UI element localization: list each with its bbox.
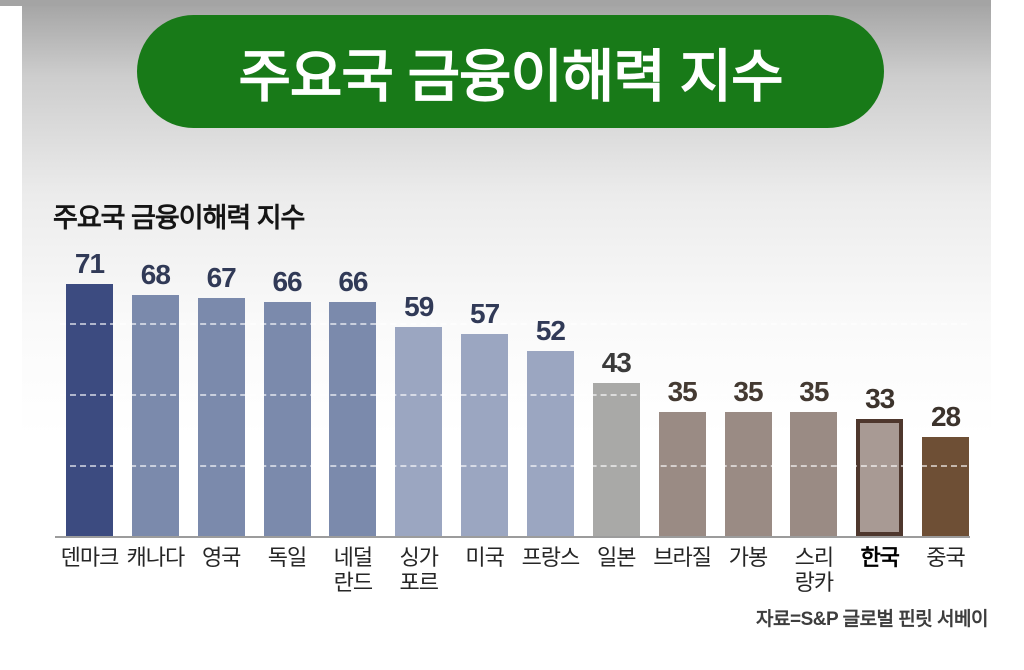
bar-value-label: 33 [865, 383, 895, 414]
bar-category-label: 캐나다 [126, 545, 185, 570]
bar-category-label: 스리 랑카 [794, 545, 834, 596]
bar-value-label: 68 [140, 259, 171, 290]
bar-value-label: 35 [733, 376, 763, 407]
bar [66, 284, 113, 536]
bar [790, 412, 838, 536]
bar-highlighted [856, 419, 904, 536]
grid-line [60, 394, 967, 396]
bar [922, 437, 970, 536]
title-banner: 주요국 금융이해력 지수 [137, 15, 884, 128]
bar-category-label: 덴마크 [60, 545, 120, 570]
bar-category-label: 영국 [201, 545, 241, 570]
plot-area: 71 덴마크 68 캐나다 67 영국 66 독일 66 네덜 란드 59 싱가 포르 57 미국 52 프랑… [22, 6, 991, 645]
bar-value-label: 59 [404, 291, 434, 322]
bar-value-label: 71 [74, 248, 105, 279]
bar [329, 302, 377, 536]
grid-line [60, 323, 967, 325]
bar [263, 302, 311, 536]
bar-category-label: 싱가 포르 [399, 545, 439, 596]
bar-value-label: 66 [272, 266, 302, 297]
bar-category-label: 중국 [926, 545, 965, 570]
bar [131, 295, 179, 536]
video-frame-top-strip [0, 0, 991, 6]
bar-category-label: 한국 [860, 545, 899, 570]
bar-category-label: 미국 [465, 545, 504, 570]
bar-value-label: 66 [338, 266, 368, 297]
bar-value-label: 67 [206, 262, 237, 293]
bar-value-label: 35 [799, 376, 829, 407]
bar-value-label: 35 [667, 376, 698, 407]
bar-category-label: 브라질 [653, 545, 712, 570]
x-axis-line [55, 536, 970, 538]
bar-value-label: 52 [535, 315, 566, 346]
slide-background: 주요국 금융이해력 지수 주요국 금융이해력 지수 71 덴마크 68 캐나다 67 영국… [22, 6, 991, 645]
bar-category-label: 가봉 [728, 545, 768, 570]
grid-line [60, 465, 967, 467]
bar [724, 412, 772, 536]
bar-value-label: 57 [470, 298, 500, 329]
bar [592, 383, 640, 536]
bar-category-label: 독일 [267, 545, 307, 570]
bar-category-label: 일본 [597, 545, 636, 570]
bar [461, 334, 509, 536]
bar-category-label: 프랑스 [521, 545, 581, 570]
bar [395, 327, 443, 536]
title-banner-text: 주요국 금융이해력 지수 [238, 44, 783, 109]
bar [197, 298, 245, 536]
bar-category-label: 네덜 란드 [333, 545, 373, 596]
chart-title: 주요국 금융이해력 지수 [53, 203, 305, 233]
source-note: 자료=S&P 글로벌 핀릿 서베이 [756, 609, 988, 630]
bar-value-label: 43 [601, 347, 632, 378]
bar [658, 412, 706, 536]
bar [526, 351, 574, 536]
bar-value-label: 28 [930, 401, 961, 432]
